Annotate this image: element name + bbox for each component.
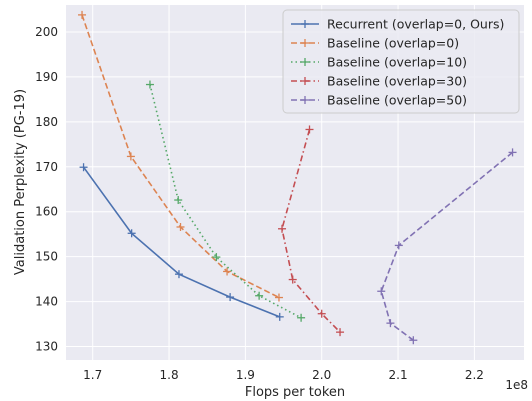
legend-label: Baseline (overlap=0)	[327, 36, 459, 51]
data-point	[278, 224, 287, 233]
data-point	[317, 309, 326, 318]
x-tick-label: 2.0	[312, 368, 331, 382]
x-tick-label: 1.9	[236, 368, 255, 382]
x-tick-label: 2.2	[465, 368, 484, 382]
series-3	[278, 125, 345, 337]
y-tick-label: 150	[35, 250, 58, 264]
data-point	[127, 229, 136, 238]
legend-item: Baseline (overlap=10)	[291, 55, 467, 70]
series-4	[377, 148, 517, 345]
data-point	[223, 267, 232, 276]
data-point	[78, 10, 87, 19]
data-point	[394, 241, 403, 250]
legend-item: Baseline (overlap=50)	[291, 93, 467, 108]
data-point	[79, 163, 88, 172]
legend-item: Recurrent (overlap=0, Ours)	[291, 17, 504, 32]
data-point	[297, 313, 306, 322]
series-0	[79, 163, 284, 321]
series-line	[380, 151, 514, 341]
legend-label: Baseline (overlap=50)	[327, 93, 467, 108]
y-tick-label: 140	[35, 295, 58, 309]
data-point	[305, 125, 314, 134]
data-point	[288, 275, 297, 284]
legend-label: Baseline (overlap=10)	[327, 55, 467, 70]
legend-item: Baseline (overlap=0)	[291, 36, 459, 51]
data-point	[508, 148, 517, 157]
legend-box	[282, 9, 520, 114]
x-tick-label: 2.1	[389, 368, 408, 382]
legend-label: Baseline (overlap=30)	[327, 74, 467, 89]
data-point	[176, 222, 185, 231]
legend-label: Recurrent (overlap=0, Ours)	[327, 17, 504, 32]
data-point	[274, 293, 283, 302]
series-group	[78, 10, 517, 345]
y-axis-label: Validation Perplexity (PG-19)	[13, 89, 28, 275]
x-axis-label: Flops per token	[245, 385, 345, 400]
series-line	[281, 129, 341, 333]
x-ticks: 1.7 1.8 1.9 2.0 2.1 2.2	[83, 368, 484, 382]
y-tick-label: 180	[35, 115, 58, 129]
data-point	[226, 293, 235, 302]
legend-item: Baseline (overlap=30)	[291, 74, 467, 89]
y-tick-label: 190	[35, 70, 58, 84]
data-point	[255, 291, 264, 300]
legend: Recurrent (overlap=0, Ours) Baseline (ove…	[282, 9, 520, 114]
data-point	[377, 287, 386, 296]
x-tick-label: 1.7	[83, 368, 102, 382]
data-point	[409, 336, 418, 345]
y-tick-label: 160	[35, 205, 58, 219]
y-ticks: 130 140 150 160 170 180 190 200	[35, 25, 58, 354]
x-offset-label: 1e8	[505, 378, 528, 392]
data-point	[174, 270, 183, 279]
y-tick-label: 130	[35, 340, 58, 354]
y-tick-label: 170	[35, 160, 58, 174]
series-1	[78, 10, 283, 302]
series-2	[145, 80, 306, 322]
data-point	[275, 312, 284, 321]
data-point	[212, 253, 221, 262]
y-tick-label: 200	[35, 25, 58, 39]
x-tick-label: 1.8	[160, 368, 179, 382]
data-point	[336, 328, 345, 337]
data-point	[145, 80, 154, 89]
data-point	[126, 152, 135, 161]
data-point	[174, 196, 183, 205]
data-point	[386, 319, 395, 328]
